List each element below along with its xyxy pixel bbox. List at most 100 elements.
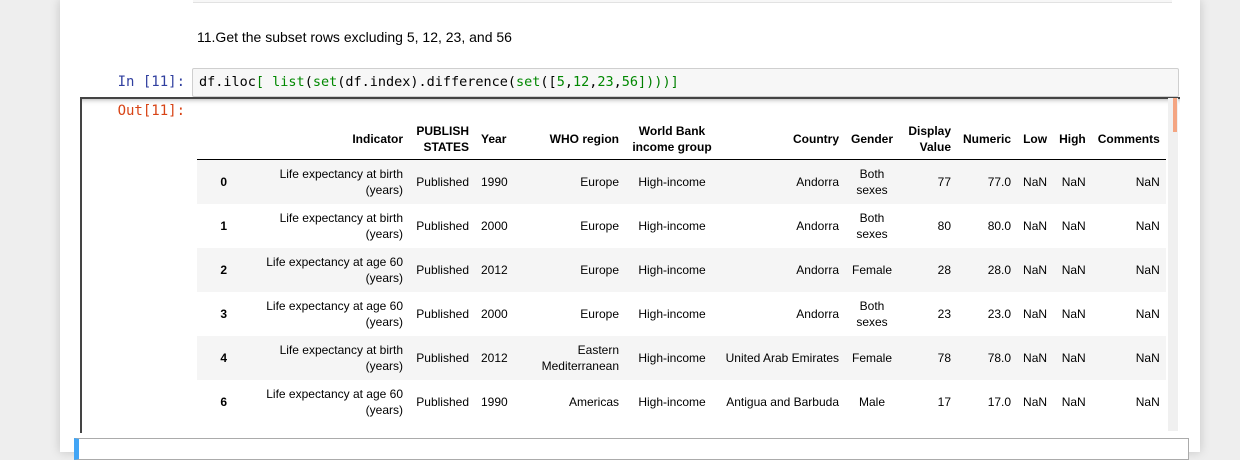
column-header: PUBLISH STATES <box>409 118 475 160</box>
table-cell: Published <box>416 394 469 409</box>
table-cell: NaN <box>1023 394 1048 409</box>
output-scroll-thumb[interactable] <box>1173 98 1177 132</box>
table-cell: Life expectancy at birth (years) <box>279 342 403 373</box>
table-cell: 28.0 <box>987 262 1012 277</box>
table-cell: NaN <box>1061 262 1086 277</box>
column-header: Country <box>719 118 845 160</box>
markdown-cell-text: 11.Get the subset rows excluding 5, 12, … <box>197 29 512 45</box>
table-cell: 2012 <box>481 262 508 277</box>
table-cell: Antigua and Barbuda <box>726 394 839 409</box>
table-cell: NaN <box>1135 350 1160 365</box>
row-index: 6 <box>220 394 227 409</box>
row-index: 0 <box>220 174 227 189</box>
table-cell: Eastern Mediterranean <box>541 342 619 373</box>
table-cell: NaN <box>1135 218 1160 233</box>
dataframe-table: Indicator PUBLISH STATES Year WHO region… <box>197 118 1166 424</box>
column-header: World Bank income group <box>625 118 719 160</box>
row-index: 4 <box>220 350 227 365</box>
table-cell: Europe <box>580 218 619 233</box>
next-cell-input[interactable] <box>74 438 1189 460</box>
table-cell: 17.0 <box>987 394 1012 409</box>
previous-cell-edge[interactable] <box>193 0 1172 3</box>
column-header: Low <box>1017 118 1054 160</box>
table-cell: 1990 <box>481 174 508 189</box>
table-cell: Published <box>416 306 469 321</box>
table-cell: 2000 <box>481 218 508 233</box>
table-cell: Andorra <box>796 174 839 189</box>
table-row: 3 Life expectancy at age 60 (years) Publ… <box>197 292 1166 336</box>
column-header: Year <box>475 118 515 160</box>
table-row: 0 Life expectancy at birth (years) Publi… <box>197 159 1166 204</box>
table-cell: Both sexes <box>856 166 888 197</box>
table-cell: Life expectancy at age 60 (years) <box>266 298 403 329</box>
table-cell: Americas <box>568 394 619 409</box>
table-cell: NaN <box>1023 306 1048 321</box>
table-cell: Andorra <box>796 262 839 277</box>
column-header-index <box>197 118 233 160</box>
column-header: WHO region <box>515 118 625 160</box>
table-cell: 17 <box>937 394 952 409</box>
column-header: Numeric <box>957 118 1018 160</box>
table-cell: NaN <box>1061 350 1086 365</box>
table-cell: NaN <box>1061 306 1086 321</box>
table-cell: NaN <box>1061 174 1086 189</box>
column-header: Indicator <box>233 118 409 160</box>
table-cell: Published <box>416 350 469 365</box>
code-input-area[interactable]: df.iloc[ list(set(df.index).difference(s… <box>192 68 1179 97</box>
table-cell: High-income <box>638 350 706 365</box>
table-cell: 23.0 <box>987 306 1012 321</box>
table-cell: 80 <box>937 218 952 233</box>
table-cell: Both sexes <box>856 298 888 329</box>
table-cell: Published <box>416 174 469 189</box>
table-cell: Female <box>852 350 893 365</box>
table-cell: 2012 <box>481 350 508 365</box>
table-cell: 23 <box>937 306 952 321</box>
column-header: Display Value <box>899 118 958 160</box>
table-cell: Published <box>416 218 469 233</box>
table-cell: NaN <box>1061 218 1086 233</box>
column-header: High <box>1053 118 1092 160</box>
table-cell: Life expectancy at birth (years) <box>279 210 403 241</box>
table-cell: 78.0 <box>987 350 1012 365</box>
table-cell: Europe <box>580 262 619 277</box>
table-cell: United Arab Emirates <box>725 350 839 365</box>
table-cell: 77 <box>937 174 952 189</box>
table-cell: NaN <box>1135 174 1160 189</box>
code-text[interactable]: df.iloc[ list(set(df.index).difference(s… <box>199 74 679 90</box>
table-cell: 1990 <box>481 394 508 409</box>
output-scrollbar[interactable] <box>1168 98 1178 431</box>
table-cell: High-income <box>638 306 706 321</box>
table-cell: High-income <box>638 394 706 409</box>
table-cell: High-income <box>638 262 706 277</box>
row-index: 2 <box>220 262 227 277</box>
column-header: Comments <box>1091 118 1166 160</box>
table-cell: Europe <box>580 174 619 189</box>
table-cell: High-income <box>638 174 706 189</box>
table-cell: NaN <box>1023 262 1048 277</box>
table-cell: Andorra <box>796 306 839 321</box>
table-cell: 2000 <box>481 306 508 321</box>
output-prompt: Out[11]: <box>117 103 185 119</box>
table-cell: NaN <box>1135 262 1160 277</box>
table-cell: NaN <box>1023 350 1048 365</box>
table-row: 1 Life expectancy at birth (years) Publi… <box>197 204 1166 248</box>
column-header: Gender <box>845 118 900 160</box>
table-cell: Andorra <box>796 218 839 233</box>
table-cell: NaN <box>1023 218 1048 233</box>
table-row: 4 Life expectancy at birth (years) Publi… <box>197 335 1166 380</box>
table-cell: Life expectancy at age 60 (years) <box>266 386 403 417</box>
table-cell: Published <box>416 262 469 277</box>
input-prompt: In [11]: <box>117 74 185 90</box>
table-cell: Female <box>852 262 893 277</box>
table-cell: NaN <box>1135 394 1160 409</box>
table-cell: 77.0 <box>987 174 1012 189</box>
table-cell: Male <box>859 394 886 409</box>
row-index: 1 <box>220 218 227 233</box>
table-cell: Europe <box>580 306 619 321</box>
table-row: 2 Life expectancy at age 60 (years) Publ… <box>197 247 1166 292</box>
table-cell: NaN <box>1023 174 1048 189</box>
table-header-row: Indicator PUBLISH STATES Year WHO region… <box>197 118 1166 160</box>
output-scroll-area[interactable] <box>80 97 1180 433</box>
table-cell: High-income <box>638 218 706 233</box>
row-index: 3 <box>220 306 227 321</box>
